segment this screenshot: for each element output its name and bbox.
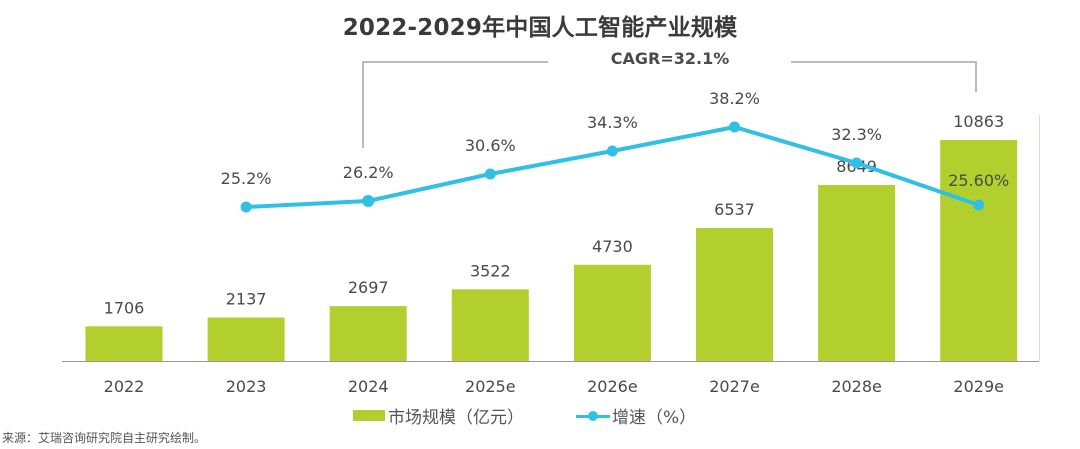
x-tick-label: 2022 <box>104 377 145 396</box>
growth-line-series <box>240 121 985 213</box>
growth-value-label: 30.6% <box>465 136 516 155</box>
bar-value-label: 3522 <box>470 261 511 280</box>
legend-item-growth: 增速（%） <box>576 403 696 428</box>
bar-2028e <box>818 185 896 361</box>
x-tick-label: 2029e <box>953 377 1004 396</box>
growth-marker-2023 <box>240 201 252 213</box>
x-tick-label: 2027e <box>709 377 760 396</box>
x-tick-label: 2023 <box>226 377 267 396</box>
cagr-bracket-left <box>362 61 548 148</box>
x-tick-label: 2026e <box>587 377 638 396</box>
growth-value-label: 38.2% <box>709 89 760 108</box>
legend-item-market-size: 市场规模（亿元） <box>353 403 524 428</box>
growth-value-label: 25.2% <box>221 169 272 188</box>
growth-marker-2029e <box>973 199 985 211</box>
growth-marker-2025e <box>484 168 496 180</box>
x-axis-tick-labels: 2022 2023 2024 2025e 2026e 2027e 2028e 2029e <box>104 377 1004 396</box>
x-tick-label: 2025e <box>465 377 516 396</box>
bar-value-label: 4730 <box>592 237 633 256</box>
growth-value-labels: 25.2% 26.2% 30.6% 34.3% 38.2% 32.3% 25.60% <box>221 89 1010 190</box>
chart-title: 2022-2029年中国人工智能产业规模 <box>342 15 738 41</box>
legend-label-market-size: 市场规模（亿元） <box>388 408 524 428</box>
growth-marker-2027e <box>729 121 740 133</box>
bar-value-label: 10863 <box>953 112 1004 131</box>
bar-value-label: 2697 <box>348 278 389 297</box>
bar-2024 <box>329 306 407 361</box>
bar-2023 <box>207 317 285 361</box>
legend-label-growth: 增速（%） <box>612 408 697 428</box>
growth-marker-2028e <box>851 157 863 169</box>
bar-value-label: 6537 <box>714 200 755 219</box>
bar-2025e <box>451 289 529 361</box>
bar-2029e <box>940 140 1018 361</box>
x-tick-label: 2028e <box>831 377 882 396</box>
x-axis <box>62 115 1040 362</box>
bar-2026e <box>573 264 651 361</box>
bar-2022 <box>85 326 163 361</box>
bar-2027e <box>696 228 773 361</box>
growth-marker-2026e <box>606 145 618 157</box>
bar-series <box>85 140 1018 361</box>
growth-value-label: 26.2% <box>343 163 394 182</box>
bar-value-label: 2137 <box>226 290 267 309</box>
cagr-bracket-right <box>791 61 977 92</box>
cagr-bracket <box>362 61 977 148</box>
growth-value-label: 25.60% <box>948 171 1009 190</box>
bar-swatch-icon <box>353 410 385 421</box>
growth-value-label: 32.3% <box>831 125 882 144</box>
line-marker-swatch-icon <box>576 409 610 423</box>
x-tick-label: 2024 <box>348 377 389 396</box>
cagr-annotation: CAGR=32.1% <box>610 49 730 68</box>
bar-value-label: 1706 <box>104 298 145 317</box>
growth-value-label: 34.3% <box>587 113 638 132</box>
legend: 市场规模（亿元） 增速（%） <box>353 403 696 428</box>
growth-marker-2024 <box>362 195 375 207</box>
source-note: 来源：艾瑞咨询研究院自主研究绘制。 <box>2 431 207 445</box>
